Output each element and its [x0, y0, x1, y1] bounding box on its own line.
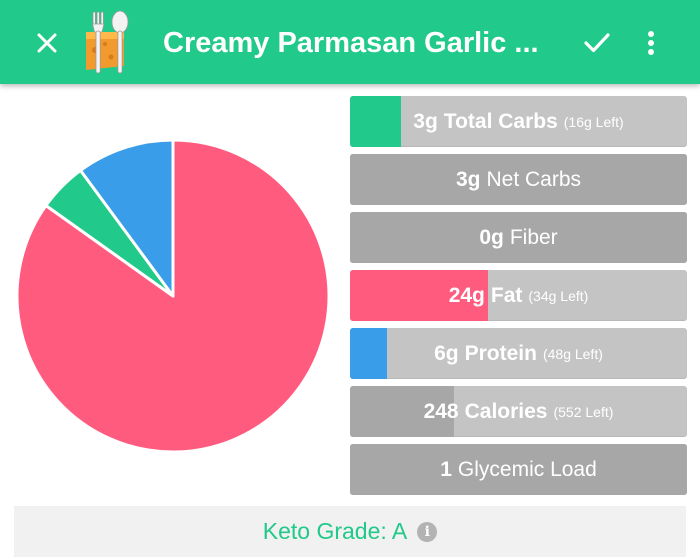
macro-amount: 0g [479, 225, 504, 249]
macro-bar-text: 6g Protein (48g Left) [350, 328, 687, 379]
more-vert-icon [648, 31, 654, 55]
macro-amount: 3g [413, 109, 438, 133]
pie-slice-protein [79, 138, 175, 298]
macro-amount: 3g [455, 167, 481, 191]
macro-bar-protein[interactable]: 6g Protein (48g Left) [350, 328, 687, 379]
macro-bar-text: 24g Fat (34g Left) [350, 270, 687, 321]
app-bar: Creamy Parmasan Garlic ... [0, 0, 700, 84]
macro-bar-total-carbs[interactable]: 3g Total Carbs (16g Left) [350, 96, 687, 147]
macro-name: Protein [464, 341, 537, 365]
macro-bar-text: 1 Glycemic Load [350, 444, 687, 495]
macro-bar-net-carbs[interactable]: 3g Net Carbs [350, 154, 687, 205]
macro-name: Net Carbs [486, 167, 582, 191]
macro-bar-glycemic-load[interactable]: 1 Glycemic Load [350, 444, 687, 495]
macro-bar-fill [350, 96, 401, 147]
macro-bar-fill [350, 444, 687, 495]
macro-pie-chart [14, 137, 332, 455]
macro-remaining: (34g Left) [528, 287, 589, 304]
close-button[interactable] [30, 26, 64, 60]
macro-amount: 6g [434, 341, 459, 365]
macro-bar-fill [350, 270, 489, 321]
macro-amount: 248 [423, 399, 459, 423]
macro-bar-text: 3g Total Carbs (16g Left) [350, 96, 687, 147]
macro-bar-fill [350, 154, 687, 205]
macro-bar-text: 3g Net Carbs [350, 154, 687, 205]
close-icon [37, 33, 57, 53]
macro-name: Glycemic Load [457, 457, 597, 481]
macro-amount: 1 [440, 457, 452, 481]
macro-bar-fill [350, 328, 388, 379]
keto-grade-label: Keto Grade: A [262, 518, 408, 544]
macro-bar-calories[interactable]: 248 Calories (552 Left) [350, 386, 687, 437]
macro-remaining: (552 Left) [553, 403, 614, 420]
macro-name: Fat [490, 283, 523, 307]
macro-bar-fill [350, 386, 455, 437]
macro-bar-fat[interactable]: 24g Fat (34g Left) [350, 270, 687, 321]
macro-name: Calories [464, 399, 548, 423]
macro-remaining: (16g Left) [563, 113, 624, 130]
macro-bar-fiber[interactable]: 0g Fiber [350, 212, 687, 263]
confirm-button[interactable] [580, 26, 614, 60]
macro-bar-text: 0g Fiber [350, 212, 687, 263]
macro-name: Total Carbs [443, 109, 558, 133]
info-icon[interactable]: i [417, 521, 438, 542]
macro-bar-fill [350, 212, 687, 263]
fork-spoon-cheese-logo [86, 10, 129, 74]
macro-amount: 24g [448, 283, 485, 307]
keto-grade-bar: Keto Grade: A i [14, 506, 686, 557]
overflow-menu-button[interactable] [636, 26, 666, 60]
macro-name: Fiber [509, 225, 558, 249]
page-title: Creamy Parmasan Garlic ... [163, 27, 539, 59]
macro-bar-text: 248 Calories (552 Left) [350, 386, 687, 437]
macro-remaining: (48g Left) [542, 345, 603, 362]
check-icon [584, 33, 610, 53]
